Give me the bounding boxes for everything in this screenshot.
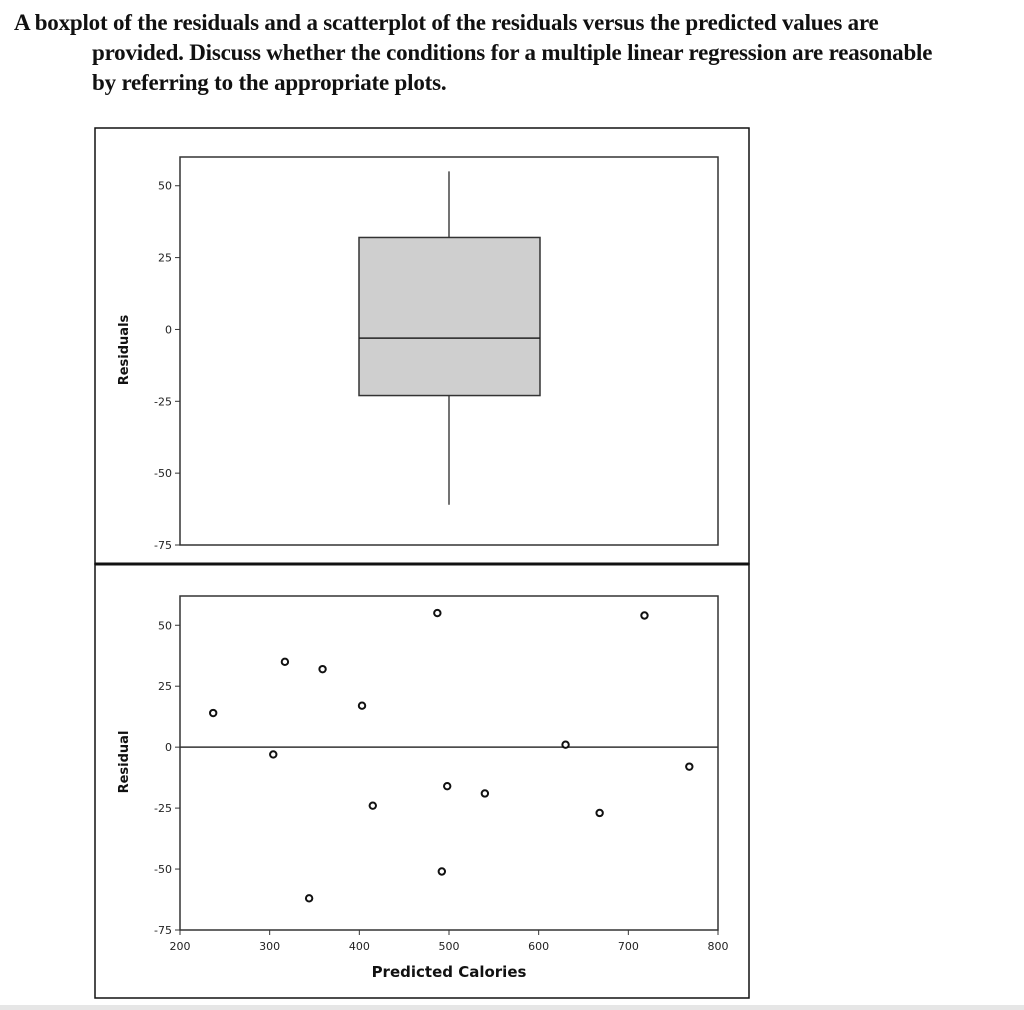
scatter-point [595,808,604,818]
scatter-y-tick-label: 0 [165,741,172,754]
scatter-point [437,867,447,876]
question-line-1: A boxplot of the residuals and a scatter… [14,10,879,35]
boxplot-y-label: Residuals [117,314,132,385]
scatter-frame [94,563,750,999]
boxplot-y-tick-label: -25 [154,395,172,408]
scatter-point [480,789,490,798]
boxplot-box [358,236,541,397]
scatter-x-tick-label: 200 [170,940,191,953]
scatter-points [208,608,694,903]
scatter-x-axis: 200 300 400 500 600 700 800 [170,930,729,953]
boxplot-y-axis: 50 25 0 -25 -50 -75 [154,180,180,552]
scatter-point [318,664,327,674]
scatter-point [685,762,694,771]
scatter-point [561,740,570,749]
scatter-y-tick-label: -75 [154,924,172,937]
boxplot-y-tick-label: -75 [154,539,172,552]
boxplot-y-tick-label: 50 [158,180,172,193]
scatter-point [640,611,649,620]
boxplot-plot-area [179,156,719,546]
boxplot-y-tick-label: -50 [154,467,172,480]
scatter-plot-area [179,595,719,931]
scatter-x-tick-label: 500 [439,940,460,953]
scatter-y-label: Residual [117,731,132,794]
question-text: A boxplot of the residuals and a scatter… [14,8,1019,98]
scatter-x-tick-label: 800 [708,940,729,953]
scatter-x-tick-label: 400 [349,940,370,953]
question-line-3: by referring to the appropriate plots. [92,70,447,95]
scatter-point [443,781,452,791]
scatter-y-tick-label: 50 [158,619,172,632]
scatter-point [208,708,218,718]
scatter-point [269,750,278,759]
scatter-x-label: Predicted Calories [372,963,527,981]
scatter-x-tick-label: 700 [618,940,639,953]
scatter-point [433,608,442,618]
scatter-y-tick-label: -25 [154,802,172,815]
boxplot-y-tick-label: 0 [165,323,172,336]
bottom-strip [0,1005,1024,1010]
scatter-point [280,657,290,667]
boxplot-y-tick-label: 25 [158,252,172,265]
scatter-y-axis: 50 25 0 -25 -50 -75 [154,619,180,937]
scatter-x-tick-label: 300 [259,940,280,953]
question-line-2: provided. Discuss whether the conditions… [92,40,933,65]
scatter-point [357,701,367,710]
scatter-x-tick-label: 600 [528,940,549,953]
scatter-y-tick-label: 25 [158,680,172,693]
boxplot-body [358,171,541,505]
scatter-point [304,894,314,903]
scatter-point [368,801,377,810]
scatter-y-tick-label: -50 [154,863,172,876]
